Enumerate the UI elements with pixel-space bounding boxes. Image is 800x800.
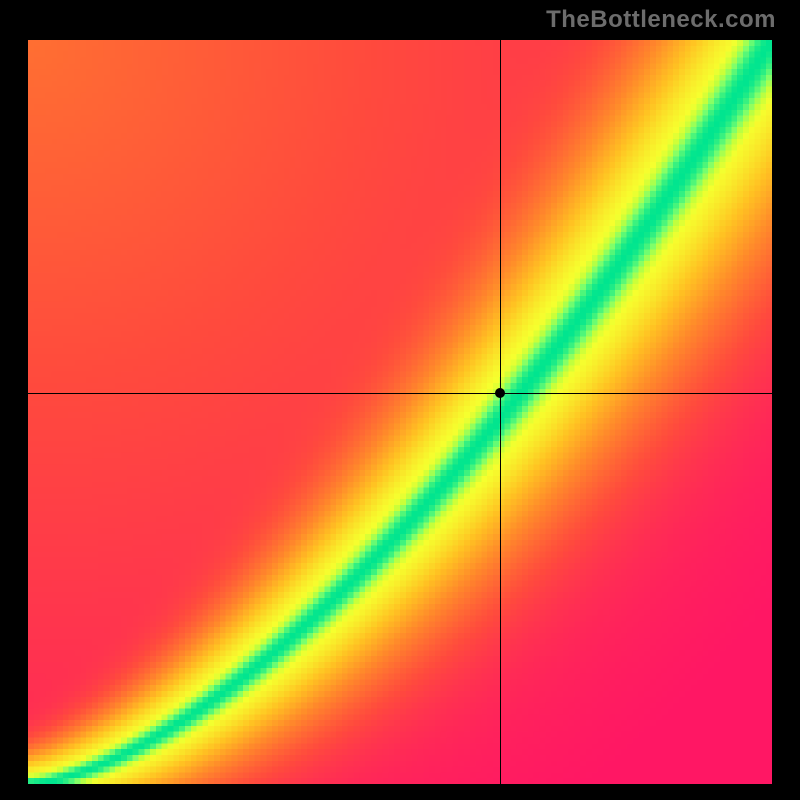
- crosshair-vertical: [500, 40, 501, 784]
- watermark-text: TheBottleneck.com: [546, 6, 776, 34]
- figure-stage: TheBottleneck.com: [0, 0, 800, 800]
- heatmap-canvas: [28, 40, 772, 784]
- plot-area: [28, 40, 772, 784]
- crosshair-marker: [495, 388, 505, 398]
- crosshair-horizontal: [28, 393, 772, 394]
